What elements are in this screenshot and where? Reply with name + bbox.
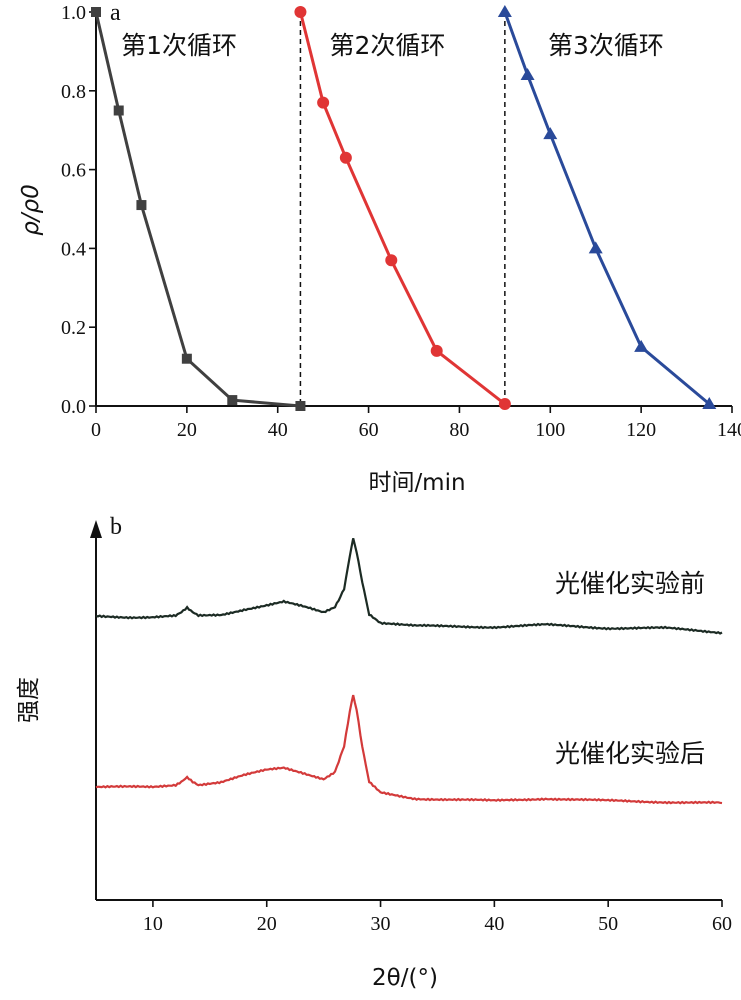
trace-label-before: 光催化实验前 (555, 569, 705, 598)
data-point-cycle-2 (498, 398, 511, 411)
data-point-cycle-1 (181, 353, 192, 364)
data-point-cycle-1 (295, 401, 306, 411)
xrd-trace-after (95, 694, 723, 805)
panel-b-x-tick-label: 30 (371, 913, 391, 935)
data-point-cycle-3 (634, 339, 649, 352)
data-point-cycle-3 (543, 127, 558, 140)
series-line-cycle-2 (298, 11, 506, 406)
panel-a-y-tick-label: 0.8 (61, 81, 86, 103)
data-point-cycle-3 (702, 397, 717, 410)
data-point-cycle-2 (339, 151, 352, 164)
data-point-cycle-2 (294, 6, 307, 18)
panel-b-x-tick-label: 10 (143, 913, 163, 935)
panel-a-x-axis-title: 时间/min (368, 470, 465, 496)
panel-a-x-tick-label: 140 (717, 419, 741, 441)
panel-a-y-tick-label: 0.2 (61, 317, 86, 339)
panel-a-x-tick-label: 0 (91, 419, 101, 441)
panel-a-x-tick-label: 40 (268, 419, 288, 441)
data-point-cycle-3 (497, 5, 512, 17)
panel-a-y-tick-label: 1.0 (61, 2, 86, 24)
trace-label-after: 光催化实验后 (555, 739, 705, 768)
panel-a-plot-area: 0 20 40 60 80 100 120 140 0.0 0.2 0.4 0.6 0.8 1.0 第1次循… (61, 2, 741, 441)
cycle-label-2: 第2次循环 (330, 31, 446, 60)
series-line-cycle-1 (94, 11, 301, 408)
panel-a-letter: a (110, 0, 121, 26)
panel-a-y-tick-label: 0.4 (61, 238, 86, 260)
panel-a-x-tick-label: 20 (177, 419, 197, 441)
data-point-cycle-2 (430, 344, 443, 357)
panel-a-x-tick-label: 60 (359, 419, 379, 441)
panel-a-x-tick-label: 80 (449, 419, 469, 441)
panel-b-x-tick-label: 60 (712, 913, 732, 935)
panel-b-x-tick-label: 50 (598, 913, 618, 935)
series-line-cycle-3 (503, 11, 711, 406)
panel-b-letter: b (110, 514, 122, 540)
data-point-cycle-3 (588, 241, 603, 254)
data-point-cycle-1 (227, 395, 238, 406)
panel-b-x-tick-label: 40 (484, 913, 504, 935)
cycle-label-1: 第1次循环 (121, 31, 237, 60)
data-point-cycle-2 (317, 96, 330, 109)
panel-a-y-tick-label: 0.6 (61, 160, 86, 182)
data-point-cycle-3 (520, 68, 535, 81)
panel-b-y-axis-arrow (90, 520, 102, 538)
panel-b-x-axis-title: 2θ/(°) (372, 965, 438, 991)
cycle-label-3: 第3次循环 (548, 31, 664, 60)
data-point-cycle-1 (113, 105, 124, 116)
panel-a-x-tick-label: 100 (535, 419, 565, 441)
xrd-trace-before (95, 538, 723, 635)
panel-b-y-axis-title: 强度 (16, 677, 42, 723)
data-point-cycle-2 (385, 254, 398, 267)
panel-a-y-axis-title: ρ/ρ0 (18, 184, 44, 236)
data-point-cycle-1 (136, 200, 147, 211)
panel-a-x-tick-label: 120 (626, 419, 656, 441)
panel-a-y-tick-label: 0.0 (61, 396, 86, 418)
panel-b-x-tick-label: 20 (257, 913, 277, 935)
panel-a-line-chart: a 0 20 40 60 80 100 120 140 0.0 0.2 0.4 0.6 0.8 1.0 第1… (18, 0, 741, 496)
data-point-cycle-1 (91, 7, 101, 17)
